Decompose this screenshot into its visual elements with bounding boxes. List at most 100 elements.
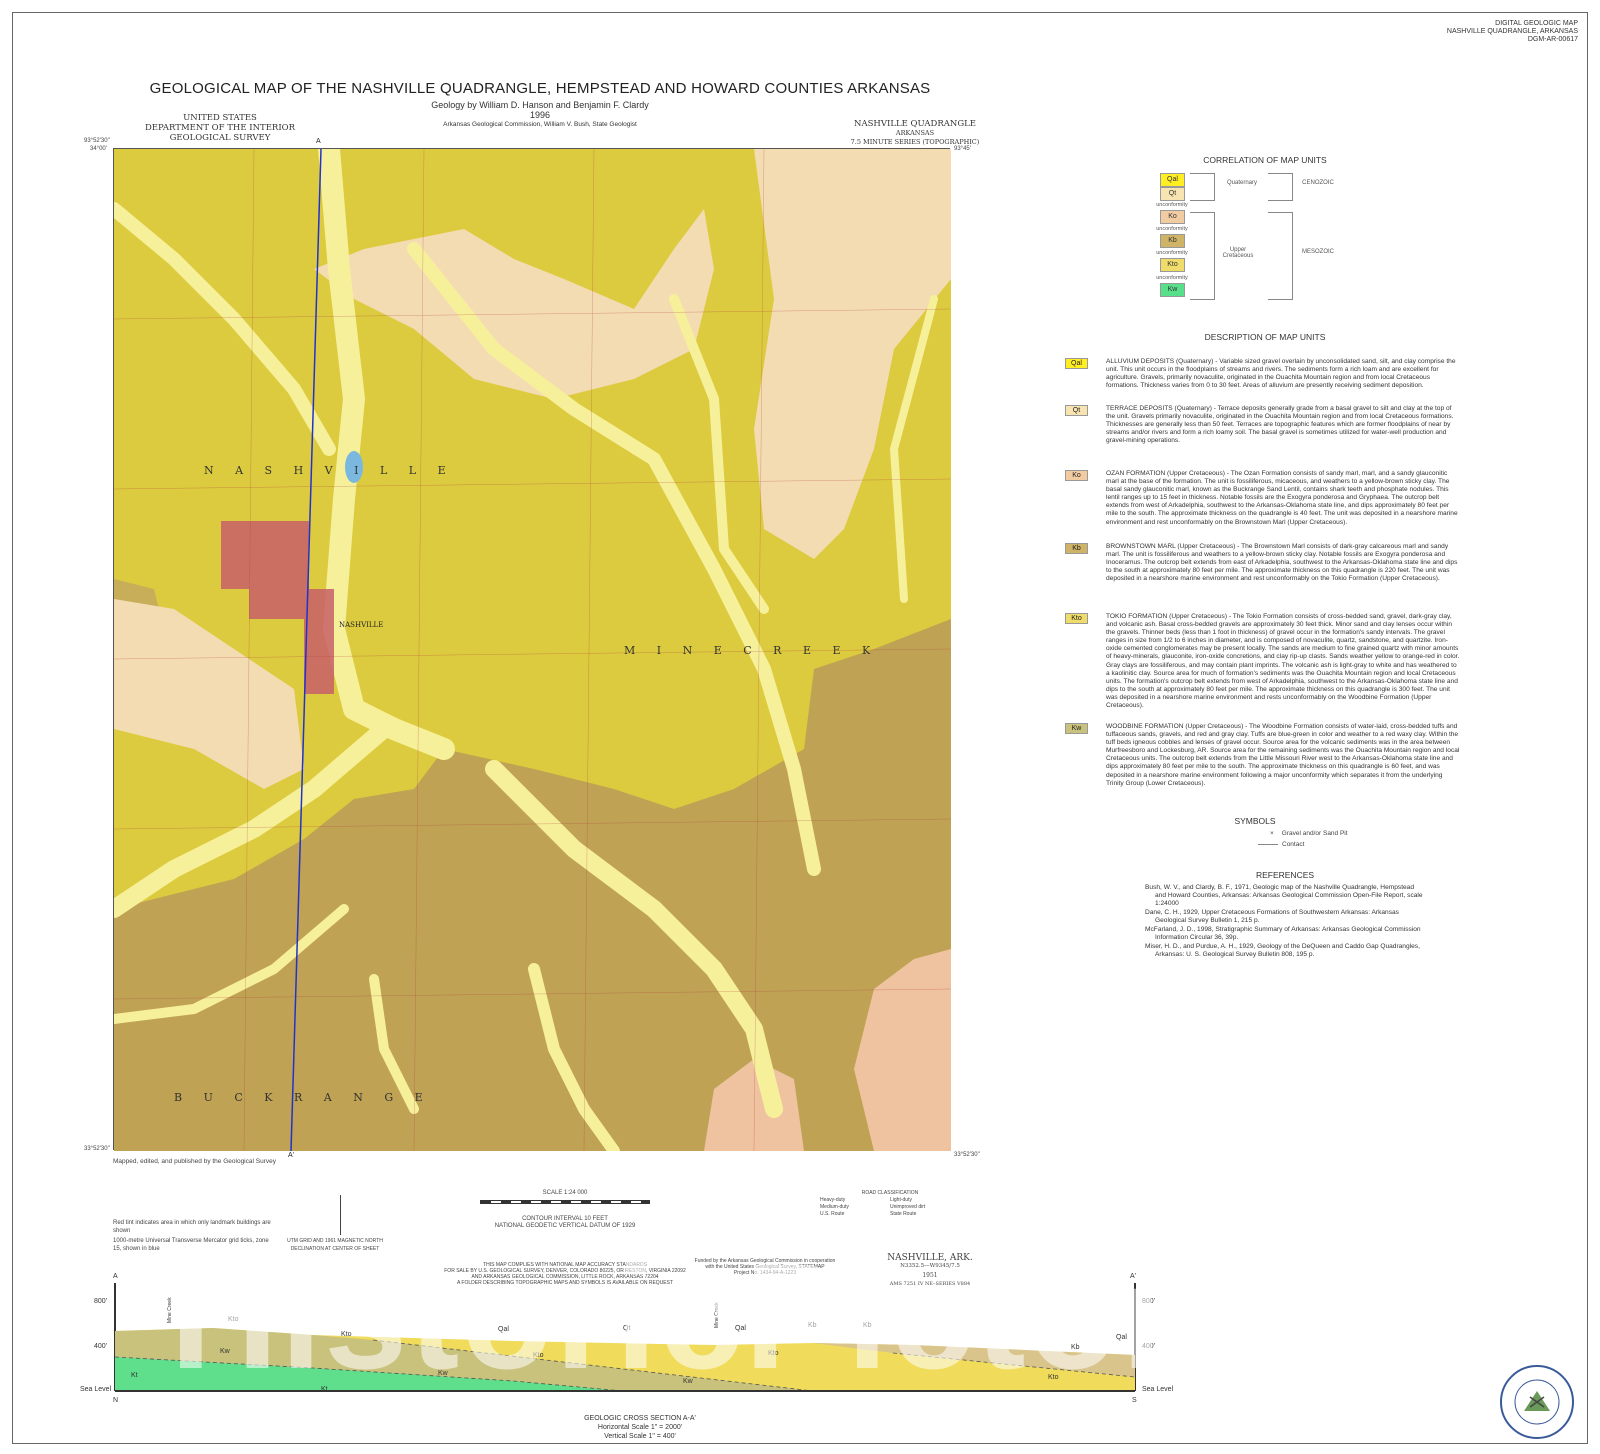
road-class-item: State Route [890,1211,917,1217]
corr-swatch-qal: Qal [1160,173,1185,187]
usgs-block: UNITED STATES DEPARTMENT OF THE INTERIOR… [140,113,300,143]
corr-swatch-kb: Kb [1160,234,1185,248]
cenozoic-label: CENOZOIC [1302,180,1334,186]
xsec-unit-label: Qt [623,1325,630,1332]
quad-series: 7.5 MINUTE SERIES (TOPOGRAPHIC) [850,138,980,146]
red-tint-note: Red tint indicates area in which only la… [113,1220,271,1234]
usgs-line: DEPARTMENT OF THE INTERIOR [144,123,296,133]
quad-block: NASHVILLE QUADRANGLE ARKANSAS 7.5 MINUTE… [840,120,990,147]
usgs-line: UNITED STATES [183,113,257,123]
bracket [1190,212,1215,300]
geologic-map[interactable]: N A S H V I L L E NASHVILLE M I N E C R … [105,138,952,1157]
xsec-unit-label: Qal [1116,1334,1127,1341]
north-arrow-icon [330,1195,350,1235]
scale-bar [480,1200,650,1204]
upper-cretaceous-label: Upper Cretaceous [1222,247,1254,259]
corner-sw-lat: 33°52'30" [84,1146,110,1152]
xsec-unit-label: Kto [533,1352,544,1359]
accuracy-line: THIS MAP COMPLIES WITH NATIONAL MAP ACCU… [483,1262,647,1268]
bracket [1190,173,1215,201]
mesozoic-label: MESOZOIC [1301,249,1334,255]
sheet-code: N3352.5—W9345/7.5 [900,1263,960,1269]
correlation-chart: CORRELATION OF MAP UNITS Qal Qt unconfor… [1150,155,1380,305]
mapped-by: Mapped, edited, and published by the Geo… [113,1158,276,1165]
contour-interval: CONTOUR INTERVAL 10 FEET [522,1216,608,1222]
agency: Arkansas Geological Commission, William … [443,121,637,128]
xsec-unit-label: Kb [1071,1344,1080,1351]
place-label-nashville-town: NASHVILLE [339,621,383,629]
funding-line: Funded by the Arkansas Geological Commis… [694,1258,836,1264]
xsec-tick-800: 800' [94,1298,108,1305]
reference-item: Bush, W. V., and Clardy, B. F., 1971, Ge… [1145,884,1423,907]
gravel-pit-icon: × [1270,830,1274,837]
xsec-unit-label: Kw [683,1378,694,1385]
desc-swatch-kto: Kto [1065,613,1088,624]
usgs-line: GEOLOGICAL SURVEY [169,133,271,143]
watermark: HistoricPictoric © [170,1232,1467,1400]
xsec-unit-label: Kto [228,1316,239,1323]
map-title: GEOLOGICAL MAP OF THE NASHVILLE QUADRANG… [149,80,931,97]
funding-line: with the United States Geological Survey… [705,1264,825,1270]
reference-item: Dane, C. H., 1929, Upper Cretaceous Form… [1145,909,1399,924]
corr-swatch-kto: Kto [1160,258,1185,272]
road-class-item: Light-duty [890,1197,912,1203]
desc-swatch-kw: Kw [1065,723,1088,734]
authors: Geology by William D. Hanson and Benjami… [431,100,649,110]
xsec-contacts [114,1339,1136,1392]
cross-section-line[interactable] [290,148,322,1152]
header-id: DGM-AR-00617 [1527,36,1578,43]
corner-nw-lat: 34°00' [90,146,107,152]
reference-item: McFarland, J. D., 1998, Stratigraphic Su… [1145,926,1421,941]
scale-label: SCALE 1:24 000 [542,1190,588,1196]
place-label-buck-range: B U C K R A N G E [174,1091,432,1104]
xsec-south: S [1132,1397,1137,1404]
references-title: REFERENCES [1255,870,1315,880]
unconformity-label: unconformity [1156,226,1188,232]
road-class-item: U.S. Route [820,1211,845,1217]
xsec-unit-label: Kw [220,1348,231,1355]
corr-swatch-ko: Ko [1160,210,1185,224]
desc-text-kto: TOKIO FORMATION (Upper Cretaceous) - The… [1106,613,1460,710]
desc-text-kb: BROWNSTOWN MARL (Upper Cretaceous) - The… [1106,543,1458,583]
geologic-map-canvas: N A S H V I L L E NASHVILLE M I N E C R … [105,138,952,1157]
section-start-label: A [316,138,321,145]
symbol-contact: Contact [1258,841,1304,848]
road-class-item: Medium-duty [820,1204,849,1210]
reference-item: Miser, H. D., and Purdue, A. H., 1929, G… [1145,943,1420,958]
agc-logo-seal [1514,1379,1560,1425]
xsec-unit-label: Kto [1048,1374,1059,1381]
sheet-frame [12,12,1588,1444]
xsec-h-scale: Horizontal Scale 1" = 2000' [597,1424,683,1431]
contact-line-icon [1258,843,1278,845]
desc-text-ko: OZAN FORMATION (Upper Cretaceous) - The … [1106,470,1458,526]
unit-ko-area [704,1059,804,1151]
xsec-title: GEOLOGIC CROSS SECTION A-A' [584,1415,696,1422]
road-class-item: Heavy-duty [820,1197,846,1203]
desc-swatch-kb: Kb [1065,543,1088,554]
accuracy-note: THIS MAP COMPLIES WITH NATIONAL MAP ACCU… [400,1262,730,1286]
xsec-unit-label: Kto [768,1350,779,1357]
sheet-name: NASHVILLE, ARK. [887,1253,973,1263]
declination-note: UTM GRID AND 1961 MAGNETIC NORTH DECLINA… [287,1238,383,1252]
unconformity-label: unconformity [1156,275,1188,281]
unconformity-label: unconformity [1156,250,1188,256]
symbols-title: SYMBOLS [1234,816,1276,826]
header-series: DIGITAL GEOLOGIC MAP [1495,20,1578,27]
corr-swatch-kw: Kw [1160,283,1185,297]
road-class-item: Unimproved dirt [890,1204,926,1210]
agc-logo [1500,1365,1574,1439]
section-grid [113,148,952,1152]
xsec-unit-label: Qal [735,1325,746,1332]
place-label-mine-creek: M I N E C R E E K [624,644,879,657]
xsec-unit-label: Kto [341,1331,352,1338]
place-label-nashville-area: N A S H V I L L E [204,464,455,477]
desc-swatch-qal: Qal [1065,358,1088,369]
xsec-feature-label: Mine Creek [167,1297,173,1323]
lake [345,451,363,483]
cross-section-caption: GEOLOGIC CROSS SECTION A-A' Horizontal S… [520,1414,760,1441]
description-title: DESCRIPTION OF MAP UNITS [1204,332,1326,342]
corner-ne-lon: 93°45' [954,146,971,152]
funding-line: Project No. 1434-94-A-1223 [733,1270,797,1276]
vertical-datum: NATIONAL GEODETIC VERTICAL DATUM OF 1929 [494,1223,636,1229]
xsec-v-scale: Vertical Scale 1" = 400' [604,1433,676,1440]
